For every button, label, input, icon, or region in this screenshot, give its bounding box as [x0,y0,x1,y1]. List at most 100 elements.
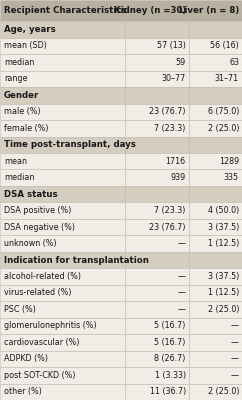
Text: 5 (16.7): 5 (16.7) [154,338,186,347]
Bar [189,120,242,136]
Text: 63: 63 [229,58,239,67]
Bar [189,285,242,301]
Bar [189,21,242,38]
Text: mean: mean [4,157,27,166]
Text: other (%): other (%) [4,387,42,396]
Bar [0,71,125,87]
Bar [0,186,125,202]
Text: —: — [178,239,186,248]
Bar [189,202,242,219]
Bar [189,219,242,235]
Bar [125,268,189,285]
Bar [0,367,125,384]
Bar [0,268,125,285]
Bar [189,301,242,318]
Text: 1 (12.5): 1 (12.5) [208,288,239,298]
Bar [125,285,189,301]
Text: 2 (25.0): 2 (25.0) [207,387,239,396]
Text: 7 (23.3): 7 (23.3) [154,124,186,133]
Text: 1 (3.33): 1 (3.33) [155,371,186,380]
Text: 2 (25.0): 2 (25.0) [207,124,239,133]
Bar [0,38,125,54]
Bar [189,350,242,367]
Bar [125,252,189,268]
Bar [125,334,189,350]
Bar [189,170,242,186]
Bar [0,136,125,153]
Text: 31–71: 31–71 [215,74,239,83]
Bar [0,0,125,21]
Text: DSA positive (%): DSA positive (%) [4,206,71,215]
Text: Gender: Gender [4,91,39,100]
Text: Indication for transplantation: Indication for transplantation [4,256,149,264]
Text: alcohol-related (%): alcohol-related (%) [4,272,81,281]
Text: female (%): female (%) [4,124,48,133]
Bar [189,334,242,350]
Text: male (%): male (%) [4,107,41,116]
Bar [0,235,125,252]
Text: 57 (13): 57 (13) [157,42,186,50]
Bar [189,235,242,252]
Bar [189,0,242,21]
Bar [0,384,125,400]
Bar [125,153,189,170]
Text: cardiovascular (%): cardiovascular (%) [4,338,80,347]
Bar [125,350,189,367]
Text: 7 (23.3): 7 (23.3) [154,206,186,215]
Text: unknown (%): unknown (%) [4,239,57,248]
Bar [189,367,242,384]
Bar [0,318,125,334]
Bar [0,301,125,318]
Bar [189,153,242,170]
Text: Recipient Characteristics: Recipient Characteristics [4,6,127,15]
Text: mean (SD): mean (SD) [4,42,47,50]
Bar [125,170,189,186]
Bar [125,87,189,104]
Text: 6 (75.0): 6 (75.0) [208,107,239,116]
Bar [125,38,189,54]
Text: 23 (76.7): 23 (76.7) [149,107,186,116]
Text: 939: 939 [171,173,186,182]
Bar [189,104,242,120]
Bar [189,268,242,285]
Bar [125,186,189,202]
Text: PSC (%): PSC (%) [4,305,36,314]
Bar [189,252,242,268]
Text: 11 (36.7): 11 (36.7) [150,387,186,396]
Text: —: — [178,272,186,281]
Text: DSA status: DSA status [4,190,58,199]
Text: —: — [231,371,239,380]
Bar [125,71,189,87]
Text: Liver (n = 8): Liver (n = 8) [179,6,239,15]
Bar [125,301,189,318]
Text: 3 (37.5): 3 (37.5) [208,222,239,232]
Bar [0,350,125,367]
Bar [0,202,125,219]
Bar [125,318,189,334]
Bar [0,104,125,120]
Text: —: — [231,354,239,363]
Bar [0,87,125,104]
Bar [125,235,189,252]
Bar [0,252,125,268]
Bar [0,120,125,136]
Text: 1716: 1716 [166,157,186,166]
Text: —: — [231,338,239,347]
Bar [189,71,242,87]
Text: 30–77: 30–77 [161,74,186,83]
Text: post SOT-CKD (%): post SOT-CKD (%) [4,371,76,380]
Bar [189,54,242,71]
Text: median: median [4,58,34,67]
Text: 59: 59 [175,58,186,67]
Bar [125,21,189,38]
Text: DSA negative (%): DSA negative (%) [4,222,75,232]
Bar [125,202,189,219]
Bar [125,136,189,153]
Text: Age, years: Age, years [4,25,56,34]
Text: 2 (25.0): 2 (25.0) [207,305,239,314]
Bar [0,170,125,186]
Text: Kidney (n =30): Kidney (n =30) [113,6,186,15]
Text: ADPKD (%): ADPKD (%) [4,354,48,363]
Bar [125,367,189,384]
Text: —: — [178,305,186,314]
